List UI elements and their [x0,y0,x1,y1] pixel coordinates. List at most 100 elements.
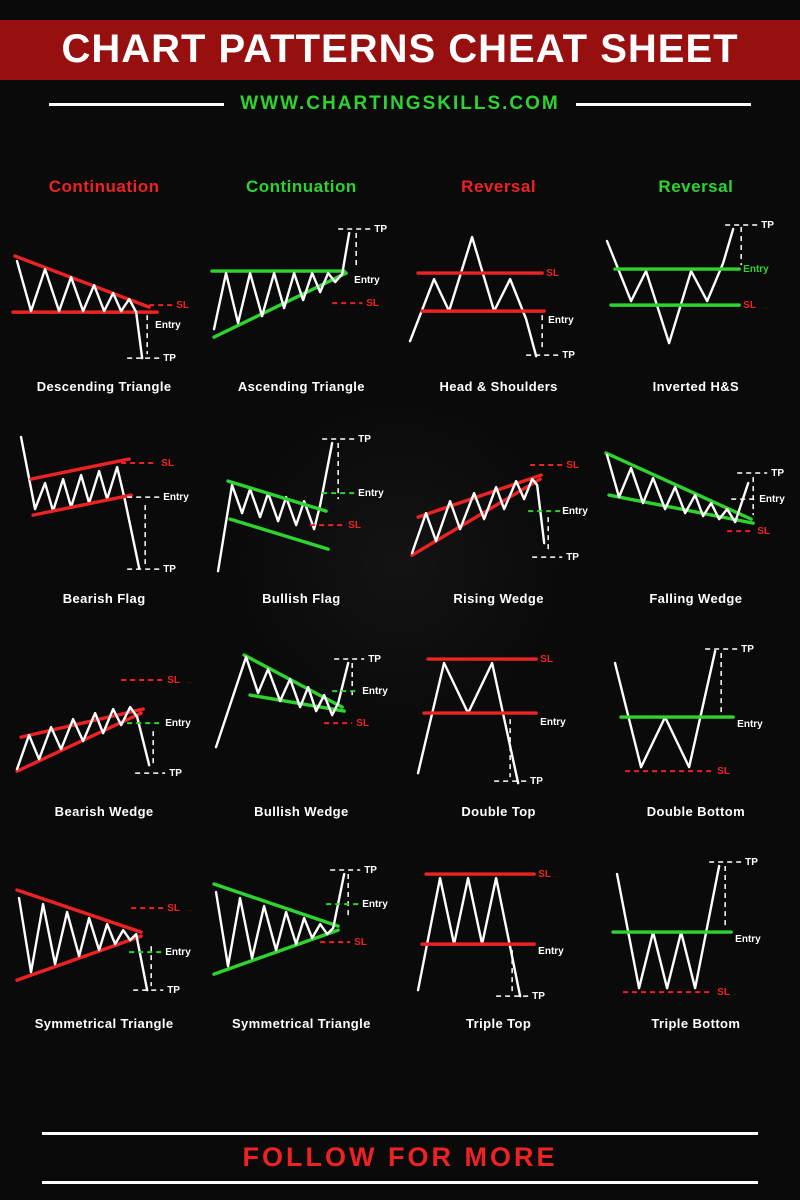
entry-label: Entry [743,264,769,275]
tp-label: TP [530,777,543,788]
entry-label: Entry [540,718,566,729]
price-line [605,454,750,524]
price-line [605,227,735,345]
pattern-cell-triple-bottom: Entry TP SL Triple Bottom [601,846,791,1058]
entry-label: Entry [548,315,574,326]
tp-label: TP [167,985,180,996]
sl-label: SL [167,903,180,914]
sl-label: SL [546,268,559,279]
footer-text: FOLLOW FOR MORE [242,1142,558,1172]
pattern-cell-ascending-triangle: TP Entry SL Ascending Triangle [206,209,396,421]
pattern-name: Bullish Flag [262,591,341,607]
entry-label: Entry [538,946,564,957]
sl-label: SL [566,460,579,471]
sl-label: SL [167,675,180,686]
pattern-name: Head & Shoulders [439,379,558,395]
sl-label: SL [757,526,770,537]
price-line [416,876,521,997]
sl-label: SL [540,654,553,665]
price-line [416,662,519,785]
pattern-name: Triple Top [466,1015,532,1031]
wedge-upper-line [242,653,345,710]
bullish-flag-diagram: TP Entry SL [217,434,384,573]
pattern-cell-bullish-wedge: TP Entry SL Bullish Wedge [206,633,396,845]
pattern-name: Rising Wedge [453,591,544,607]
entry-label: Entry [354,275,380,286]
decorative-line-right [575,102,751,106]
rising-wedge-diagram: SL Entry TP [409,460,588,563]
pattern-cell-double-top: SL Entry TP Double Top [404,633,594,845]
entry-label: Entry [155,320,181,331]
pattern-name: Descending Triangle [36,379,172,395]
triple-top-diagram: SL Entry TP [416,869,564,1002]
price-line [19,436,141,570]
sl-label: SL [717,767,730,778]
sl-label: SL [354,937,367,948]
tp-label: TP [163,564,176,575]
entry-label: Entry [737,720,763,731]
price-line [217,442,334,573]
pattern-name: Bearish Wedge [54,803,154,819]
symmetrical-triangle-bullish-diagram: TP Entry SL [212,865,388,976]
pattern-name: Falling Wedge [649,591,743,607]
price-line [215,656,350,749]
sl-label: SL [538,869,551,880]
sl-label: SL [348,520,361,531]
bearish-flag-diagram: SL Entry TP [19,436,189,575]
sl-label: SL [176,300,189,311]
entry-label: Entry [362,686,388,697]
price-line [213,231,351,331]
column-header-1: Continuation [48,177,160,196]
entry-label: Entry [165,719,191,730]
tp-label: TP [771,468,784,479]
wedge-lower-line [409,477,542,558]
pattern-name: Bearish Flag [62,591,146,607]
column-header-2: Continuation [245,177,357,196]
pattern-name: Ascending Triangle [237,379,365,395]
wedge-upper-line [15,887,143,934]
pattern-name: Double Top [461,803,536,819]
pattern-name: Inverted H&S [652,379,740,395]
tp-label: TP [364,865,377,876]
bearish-wedge-diagram: SL Entry TP [15,675,191,780]
price-line [613,650,717,769]
flag-upper-line [226,479,329,514]
price-line [615,864,721,989]
symmetrical-triangle-bearish-diagram: SL Entry TP [15,887,191,996]
falling-wedge-diagram: TP Entry SL [604,451,785,537]
wedge-upper-line [212,881,341,928]
patterns-grid: Continuation Continuation Reversal Rever… [0,173,800,1058]
price-line [408,235,537,358]
footer: FOLLOW FOR MORE [0,1132,800,1200]
pattern-cell-inverted-hs: Entry SL TP Inverted H&S [601,209,791,421]
double-top-diagram: SL Entry TP [416,654,566,788]
tp-label: TP [368,654,381,665]
tp-label: TP [374,224,387,235]
flag-lower-line [31,493,133,518]
pattern-name: Symmetrical Triangle [34,1015,174,1031]
tp-label: TP [532,991,545,1002]
price-line [410,478,545,555]
footer-line-bottom [42,1181,758,1184]
ascending-triangle-diagram: TP Entry SL [210,224,388,339]
pattern-cell-rising-wedge: SL Entry TP Rising Wedge [404,421,594,633]
entry-label: Entry [759,494,785,505]
website-url: WWW.CHARTINGSKILLS.COM [240,93,560,114]
sl-label: SL [356,719,369,730]
flag-lower-line [228,517,331,552]
header: CHART PATTERNS CHEAT SHEET WWW.CHARTINGS… [0,0,800,115]
pattern-cell-symmetrical-triangle-bullish: TP Entry SL Symmetrical Triangle [206,846,396,1058]
tp-label: TP [163,353,176,364]
tp-label: TP [745,857,758,868]
sl-label: SL [743,300,756,311]
price-line [215,872,346,967]
pattern-cell-bullish-flag: TP Entry SL Bullish Flag [206,421,396,633]
sl-label: SL [717,987,730,998]
subtitle-row: WWW.CHARTINGSKILLS.COM [0,93,800,115]
resistance-line [13,254,151,309]
double-bottom-diagram: Entry TP SL [613,644,763,778]
bullish-wedge-diagram: TP Entry SL [215,653,388,749]
tp-label: TP [761,220,774,231]
wedge-lower-line [607,493,755,526]
wedge-lower-line [15,934,143,982]
